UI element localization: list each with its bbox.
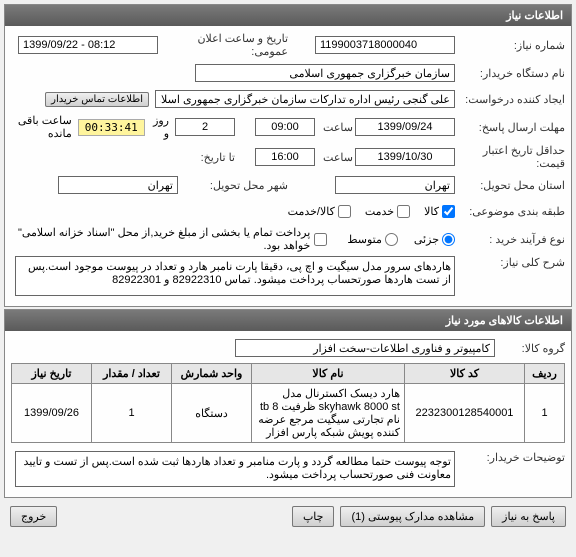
cell-date: 1399/09/26 [12,384,92,443]
field-validity-date[interactable] [355,148,455,166]
cell-code: 2232300128540001 [405,384,525,443]
field-buyer[interactable] [195,64,455,82]
field-delivery-city[interactable] [58,176,178,194]
label-remaining: ساعت باقی مانده [11,114,78,140]
label-time-2: ساعت [315,151,355,164]
label-delivery-state: استان محل تحویل: [455,179,565,192]
th-qty: تعداد / مقدار [92,364,172,384]
th-code: کد کالا [405,364,525,384]
button-contact-buyer[interactable]: اطلاعات تماس خریدار [45,92,149,107]
label-reply-deadline: مهلت ارسال پاسخ: [455,121,565,134]
checkbox-goods[interactable]: کالا [424,205,455,218]
cell-qty: 1 [92,384,172,443]
label-days: روز و [145,114,175,140]
cell-row: 1 [525,384,565,443]
radio-small[interactable]: جزئی [414,233,455,246]
label-buyer: نام دستگاه خریدار: [455,67,565,80]
panel-need-info-title: اطلاعات نیاز [5,5,571,26]
button-print[interactable]: چاپ [292,506,335,527]
th-row: ردیف [525,364,565,384]
field-need-no[interactable] [315,36,455,54]
label-classification: طبقه بندی موضوعی: [455,205,565,218]
table-row[interactable]: 12232300128540001هارد دیسک اکسترنال مدل … [12,384,565,443]
label-purchase-type: نوع فرآیند خرید : [455,233,565,246]
label-time-1: ساعت [315,121,355,134]
label-to-date: تا تاریخ: [185,151,255,164]
checkbox-service[interactable]: خدمت [365,205,410,218]
button-close[interactable]: خروج [10,506,57,527]
field-validity-time[interactable] [255,148,315,166]
label-announce: تاریخ و ساعت اعلان عمومی: [158,32,288,58]
field-reply-date[interactable] [355,118,455,136]
field-delivery-state[interactable] [335,176,455,194]
panel-goods: اطلاعات کالاهای مورد نیاز گروه کالا: ردی… [4,309,572,498]
th-name: نام کالا [252,364,405,384]
label-need-no: شماره نیاز: [455,39,565,52]
field-main-desc[interactable] [15,256,455,296]
label-main-desc: شرح کلی نیاز: [455,256,565,269]
field-announce[interactable] [18,36,158,54]
countdown-timer: 00:33:41 [78,119,145,136]
label-delivery-city: شهر محل تحویل: [178,179,288,192]
th-unit: واحد شمارش [172,364,252,384]
action-bar: پاسخ به نیاز مشاهده مدارک پیوستی (1) چاپ… [4,500,572,533]
th-date: تاریخ نیاز [12,364,92,384]
label-buyer-notes: توضیحات خریدار: [455,451,565,464]
label-validity: حداقل تاریخ اعتبار قیمت: [455,144,565,170]
field-goods-group[interactable] [235,339,495,357]
field-buyer-notes[interactable] [15,451,455,487]
cell-name: هارد دیسک اکسترنال مدل skyhawk 8000 st ظ… [252,384,405,443]
field-days-remaining[interactable] [175,118,235,136]
panel-goods-title: اطلاعات کالاهای مورد نیاز [5,310,571,331]
field-reply-time[interactable] [255,118,315,136]
button-reply[interactable]: پاسخ به نیاز [491,506,566,527]
button-attachments[interactable]: مشاهده مدارک پیوستی (1) [340,506,485,527]
field-creator[interactable] [155,90,455,108]
checkbox-treasury[interactable]: پرداخت تمام یا بخشی از مبلغ خرید,از محل … [11,226,327,252]
label-creator: ایجاد کننده درخواست: [455,93,565,106]
goods-table: ردیف کد کالا نام کالا واحد شمارش تعداد /… [11,363,565,443]
radio-medium[interactable]: متوسط [347,233,398,246]
panel-need-info: اطلاعات نیاز شماره نیاز: تاریخ و ساعت اع… [4,4,572,307]
label-goods-group: گروه کالا: [495,342,565,355]
checkbox-both[interactable]: کالا/خدمت [288,205,351,218]
cell-unit: دستگاه [172,384,252,443]
